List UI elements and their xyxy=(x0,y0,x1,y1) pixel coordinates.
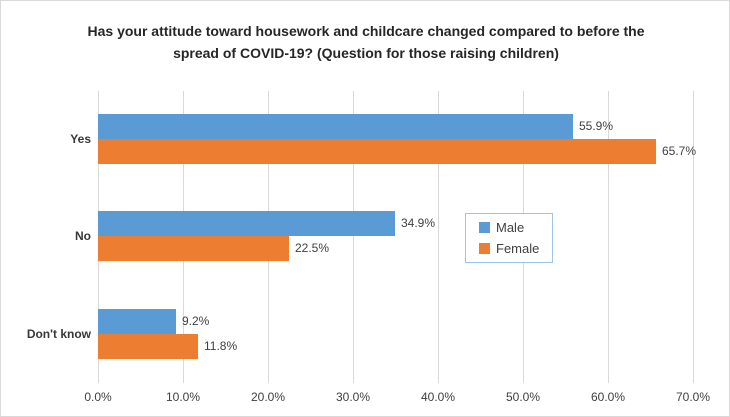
x-tick-label: 0.0% xyxy=(84,390,112,404)
x-tick-label: 50.0% xyxy=(505,390,541,404)
legend-label: Female xyxy=(496,241,540,256)
data-label: 65.7% xyxy=(662,144,697,158)
chart-title: Has your attitude toward housework and c… xyxy=(16,20,716,64)
category-label: Don't know xyxy=(26,327,91,341)
chart-title-line-1: Has your attitude toward housework and c… xyxy=(87,23,645,39)
x-tick-label: 70.0% xyxy=(675,390,711,404)
plot-area: 55.9% 65.7% 34.9% 22.5% 9.2% 11.8% xyxy=(98,91,697,383)
gridline xyxy=(693,91,694,383)
x-tick-label: 10.0% xyxy=(165,390,201,404)
legend-label: Male xyxy=(496,220,525,235)
x-tick-label: 30.0% xyxy=(335,390,371,404)
x-tick-label: 40.0% xyxy=(420,390,456,404)
legend-swatch-icon xyxy=(479,243,490,254)
bar-male-0 xyxy=(98,114,573,139)
data-label: 9.2% xyxy=(182,314,210,328)
x-tick-label: 20.0% xyxy=(250,390,286,404)
chart-title-line-2: spread of COVID-19? (Question for those … xyxy=(173,45,559,61)
gridline xyxy=(438,91,439,383)
category-label: Yes xyxy=(70,132,91,146)
bar-female-0 xyxy=(98,139,656,164)
data-label: 34.9% xyxy=(401,216,436,230)
gridline xyxy=(608,91,609,383)
bar-male-1 xyxy=(98,211,395,236)
category-label: No xyxy=(75,229,91,243)
data-label: 55.9% xyxy=(579,119,614,133)
x-tick-label: 60.0% xyxy=(590,390,626,404)
legend-item-female: Female xyxy=(479,241,552,256)
bar-male-2 xyxy=(98,309,176,334)
legend-item-male: Male xyxy=(479,220,552,235)
bar-female-2 xyxy=(98,334,198,359)
legend-swatch-icon xyxy=(479,222,490,233)
data-label: 11.8% xyxy=(204,339,238,353)
bar-female-1 xyxy=(98,236,289,261)
data-label: 22.5% xyxy=(295,241,330,255)
legend: Male Female xyxy=(465,213,553,263)
gridline xyxy=(353,91,354,383)
